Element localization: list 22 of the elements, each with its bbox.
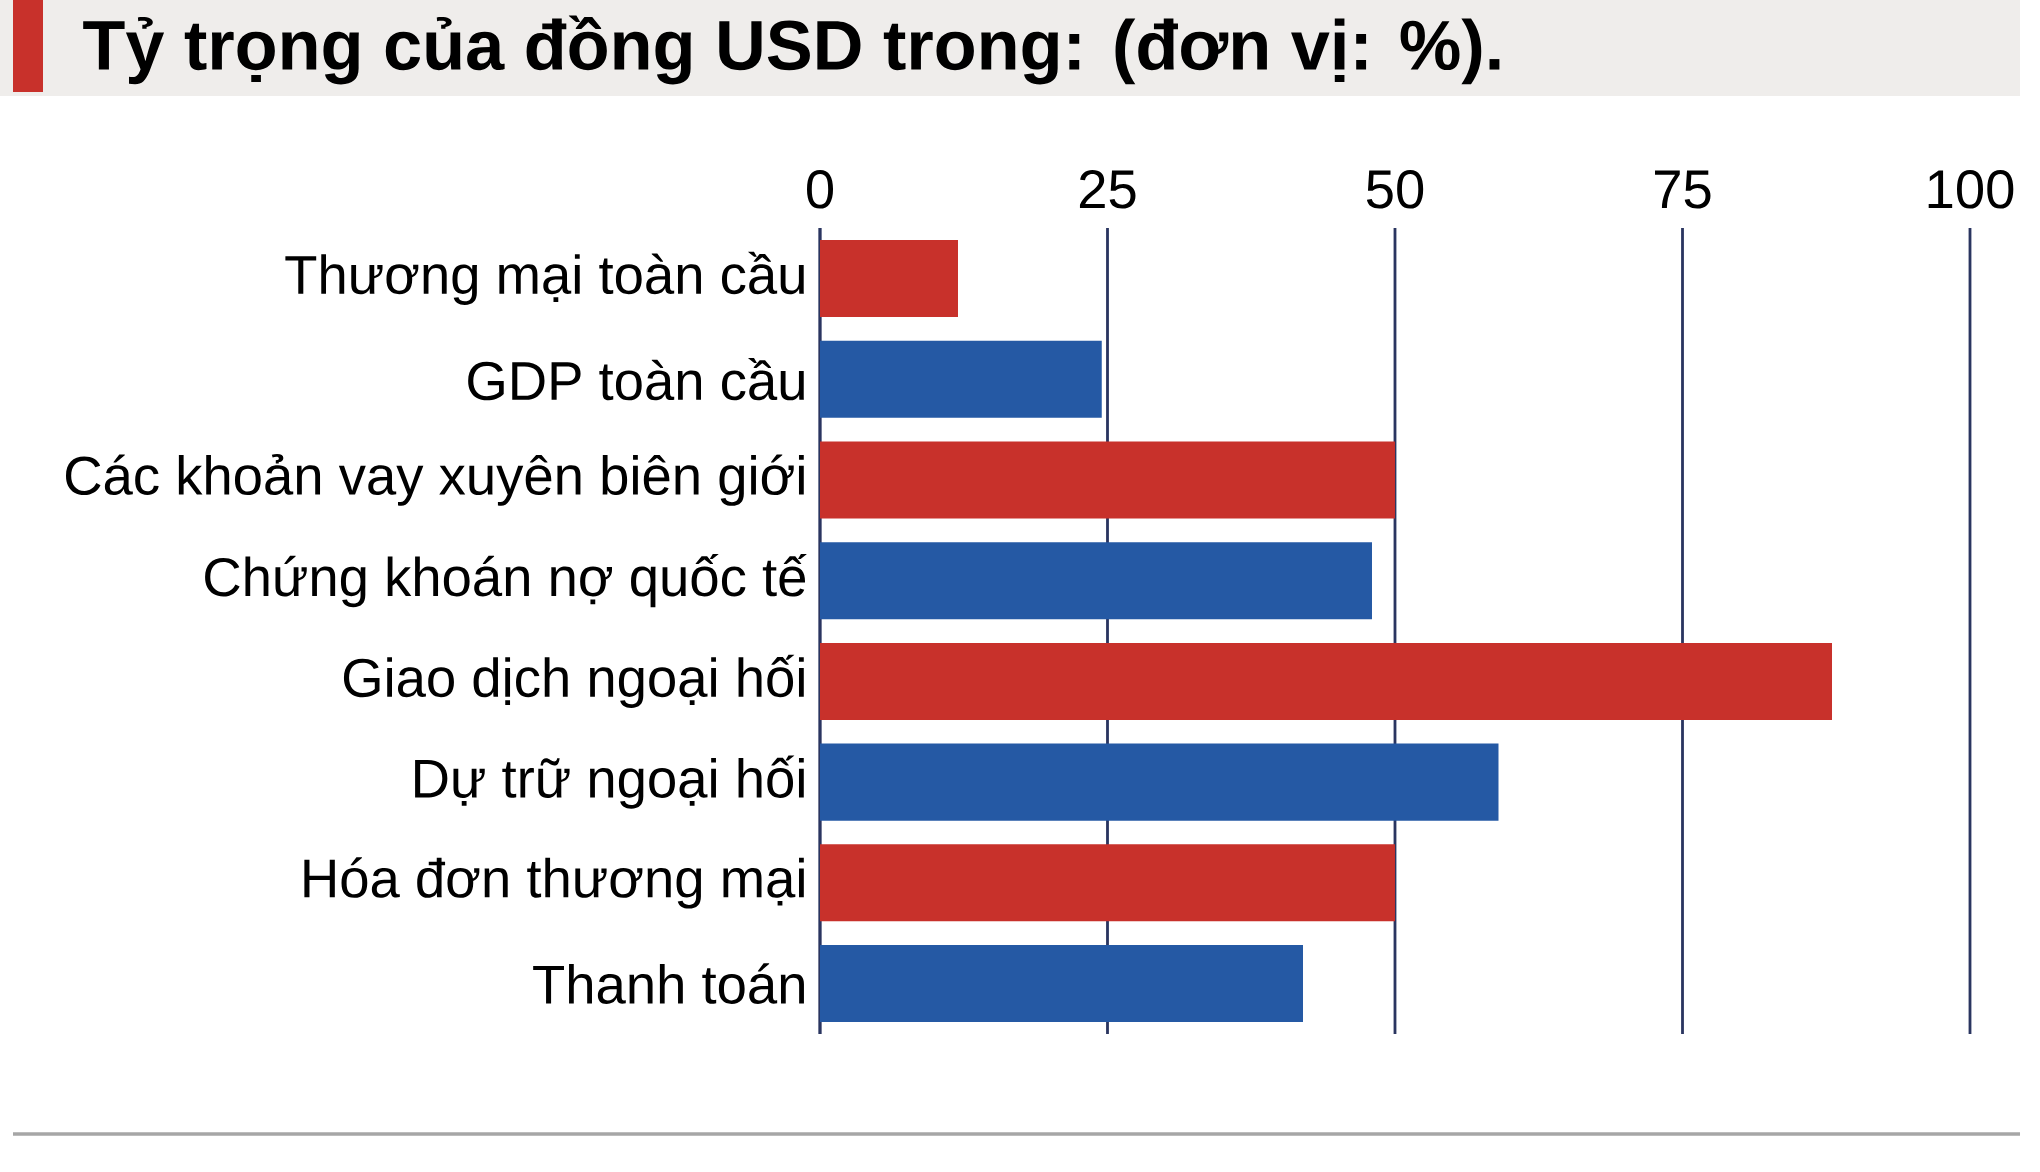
bar	[820, 743, 1499, 821]
y-tick-label: Chứng khoán nợ quốc tế	[205, 554, 807, 608]
y-tick-label: Thương mại toàn cầu	[285, 251, 804, 305]
x-tick-label: 25	[1079, 170, 1136, 209]
y-tick-label: GDP toàn cầu	[468, 357, 804, 401]
y-tick-label: Hóa đơn thương mại	[304, 857, 804, 909]
bar	[820, 441, 1395, 519]
bar	[820, 642, 1833, 720]
y-tick-label: Thanh toán	[533, 963, 804, 1004]
bar	[820, 239, 958, 317]
x-tick-label: 0	[807, 170, 834, 209]
chart-title: Tỷ trọng của đồng USD trong: (đơn vị: %).	[83, 15, 1500, 85]
y-tick-label: Giao dịch ngoại hối	[343, 654, 804, 708]
y-tick-label: Dự trữ ngoại hối	[415, 755, 804, 809]
x-tick-label: 75	[1655, 170, 1711, 209]
bar	[820, 542, 1372, 620]
x-tick-label: 50	[1366, 170, 1424, 209]
x-tick-label: 100	[1928, 170, 2014, 209]
y-tick-label: Các khoản vay xuyên biên giới	[66, 453, 804, 506]
bar	[820, 844, 1395, 922]
bar	[820, 340, 1102, 418]
bar	[820, 945, 1303, 1023]
